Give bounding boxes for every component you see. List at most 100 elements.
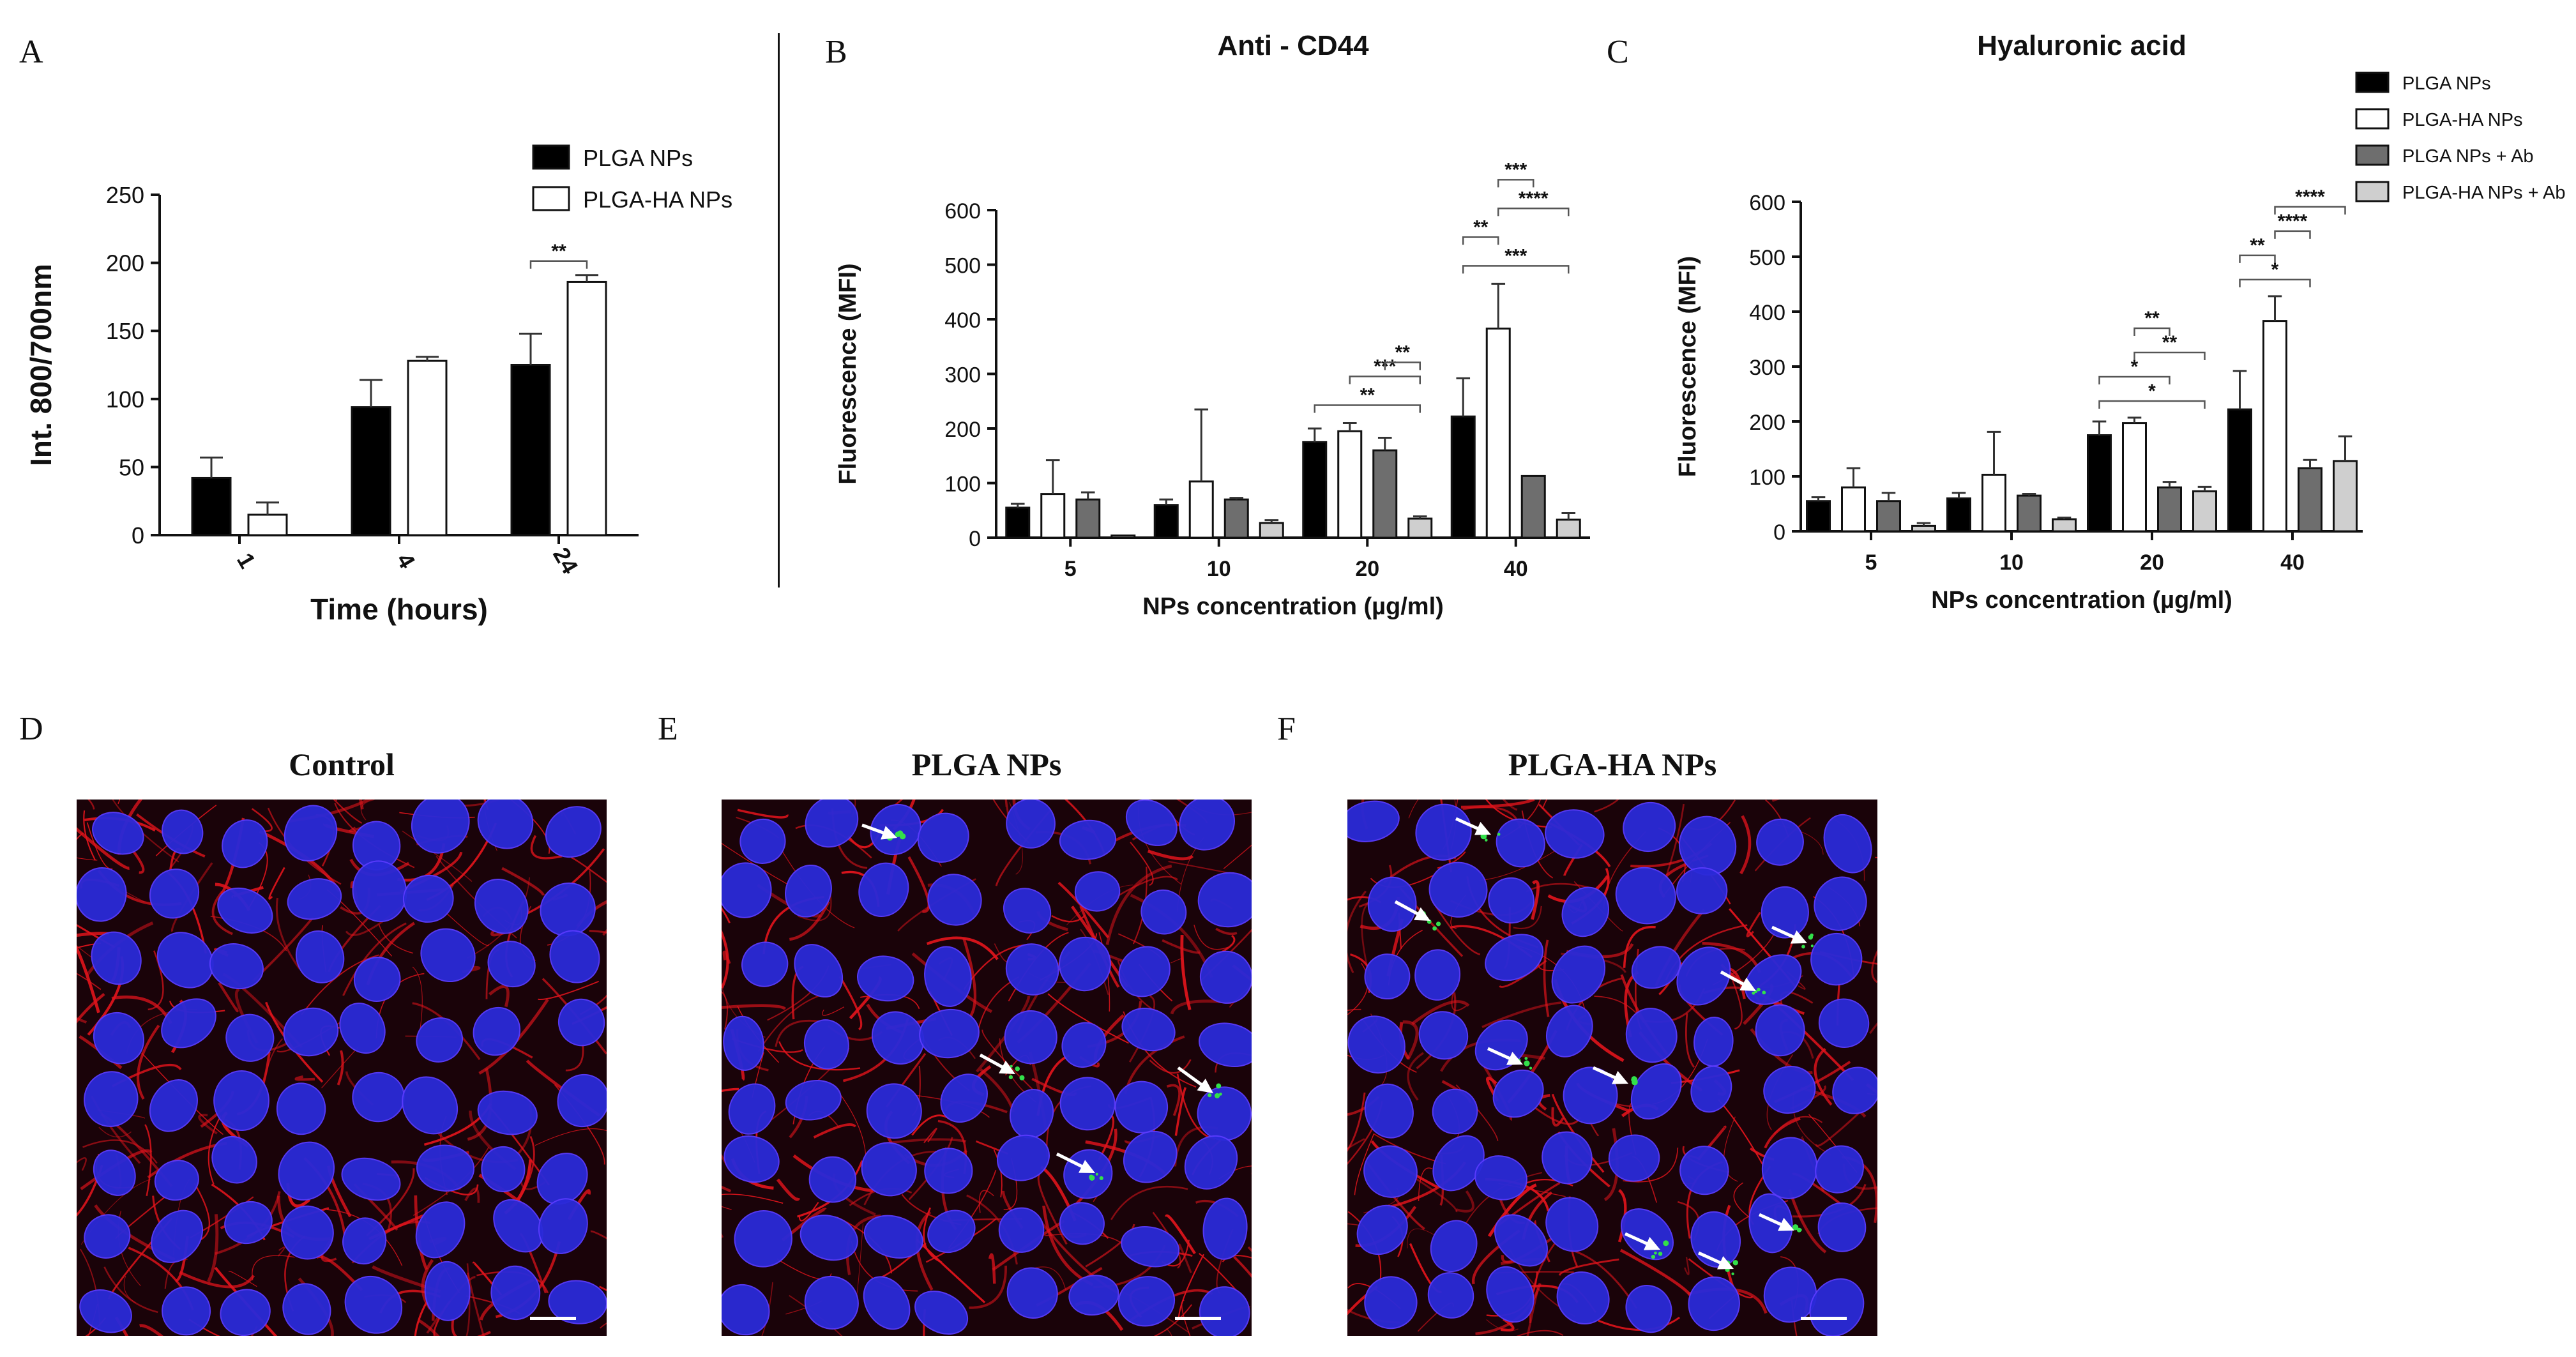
actin-fiber [1618, 1188, 1627, 1243]
legend-swatch [532, 144, 570, 170]
nanoparticle [1089, 1174, 1094, 1179]
actin-fiber [1418, 1167, 1433, 1202]
x-tick-label: 24 [548, 543, 584, 578]
nanoparticle [1631, 1078, 1635, 1082]
significance-label: ** [1395, 342, 1411, 363]
nucleus [222, 819, 268, 868]
actin-fiber [1085, 1224, 1135, 1268]
actin-fiber [916, 1239, 986, 1303]
arrow-indicator [1624, 1232, 1649, 1246]
y-tick-label: 600 [944, 199, 981, 224]
bar [1259, 522, 1284, 539]
y-tick-label: 500 [1749, 246, 1785, 270]
panel-letter-d: D [19, 711, 43, 747]
image-title-plga-ha: PLGA-HA NPs [1508, 747, 1717, 782]
legend-swatch [2355, 72, 2390, 93]
nucleus [211, 1135, 257, 1184]
actin-fiber [737, 808, 789, 819]
nucleus [805, 800, 859, 848]
nucleus [863, 1276, 911, 1330]
scale-bar [530, 1317, 576, 1320]
significance-bracket [1497, 179, 1534, 188]
nucleus [1199, 1286, 1250, 1336]
nucleus [724, 1135, 780, 1183]
nucleus [1364, 1276, 1418, 1330]
legend-swatch [2355, 108, 2390, 130]
nucleus [149, 1079, 198, 1132]
micrograph-control [77, 800, 607, 1336]
nucleus [557, 1073, 607, 1128]
actin-fiber [1814, 1047, 1833, 1106]
actin-fiber [1746, 911, 1761, 937]
nanoparticle [897, 830, 904, 837]
nucleus [224, 1201, 273, 1245]
nucleus [1068, 1275, 1119, 1316]
actin-fiber [565, 1043, 584, 1072]
nucleus [1140, 889, 1187, 935]
nucleus [156, 932, 214, 989]
nucleus [353, 957, 401, 1002]
nucleus [1364, 953, 1411, 1000]
actin-fiber [418, 1319, 440, 1336]
nucleus [1418, 1011, 1469, 1060]
actin-fiber [1153, 1304, 1193, 1336]
nucleus [344, 1275, 403, 1334]
y-tick-label: 400 [944, 308, 981, 333]
significance-label: *** [1504, 245, 1527, 266]
nucleus [416, 1144, 475, 1192]
nucleus [342, 1217, 387, 1265]
arrow-indicator [1455, 817, 1480, 831]
arrow-indicator [1592, 1066, 1617, 1080]
actin-fiber [414, 1301, 428, 1336]
nucleus [416, 1017, 463, 1063]
actin-fiber [378, 924, 414, 954]
bar [2333, 460, 2358, 533]
y-tick-label: 100 [1749, 466, 1785, 490]
nucleus [549, 930, 600, 983]
actin-fiber [77, 1157, 87, 1171]
arrow-indicator [861, 823, 885, 835]
nucleus [1059, 1077, 1116, 1131]
nucleus [352, 860, 407, 923]
nucleus [739, 818, 786, 864]
actin-fiber [1623, 925, 1656, 968]
legend-label: PLGA NPs + Ab [2402, 146, 2534, 167]
legend-swatch [2355, 181, 2390, 202]
significance-bracket [1384, 361, 1421, 370]
actin-fiber [1558, 1258, 1619, 1276]
actin-fiber [969, 1265, 1007, 1309]
y-tick-label: 400 [1749, 301, 1785, 325]
nucleus [79, 1289, 132, 1333]
nucleus [1809, 1278, 1865, 1336]
nucleus [1814, 876, 1867, 931]
actin-fiber [218, 982, 239, 1013]
nucleus [1363, 1145, 1418, 1198]
nanoparticle [1810, 944, 1814, 948]
x-axis-label: Time (hours) [310, 593, 488, 626]
y-axis-label: Fluorescence (MFI) [1674, 256, 1701, 477]
nucleus [84, 1214, 131, 1259]
nucleus [741, 941, 789, 987]
actin-fiber [598, 1285, 607, 1291]
arrow-indicator [1720, 970, 1745, 986]
nucleus [1690, 1065, 1732, 1113]
nucleus [1006, 1267, 1058, 1319]
nucleus [1823, 814, 1872, 874]
nanoparticle [1436, 921, 1441, 927]
nucleus [209, 943, 264, 990]
actin-fiber [1347, 1092, 1366, 1152]
significance-bracket [529, 260, 588, 269]
nanoparticle [1808, 935, 1814, 940]
nucleus [1748, 1193, 1793, 1254]
x-axis-label: NPs concentration (µg/ml) [1931, 587, 2232, 614]
nucleus [295, 930, 345, 983]
nucleus [558, 998, 605, 1047]
micrograph-plga-ha [1347, 800, 1877, 1336]
actin-fiber [775, 1019, 821, 1047]
nucleus [1364, 1083, 1414, 1139]
bar [1450, 415, 1476, 539]
nucleus [545, 806, 602, 858]
actin-fiber [451, 1319, 491, 1336]
actin-fiber [962, 937, 977, 1019]
nucleus [924, 946, 972, 1007]
